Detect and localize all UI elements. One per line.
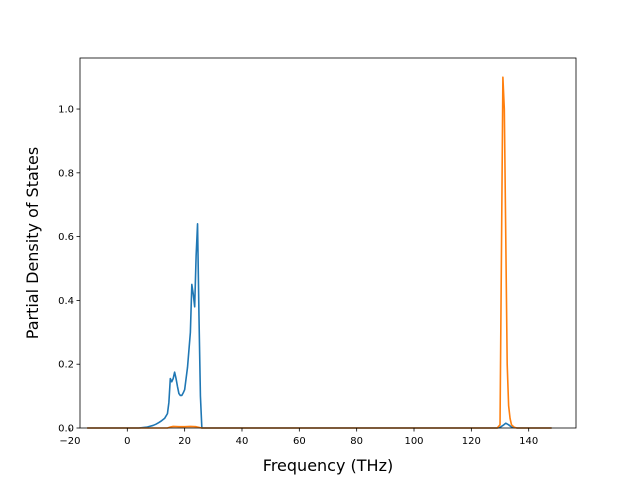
axes-background	[80, 58, 576, 428]
y-axis-label: Partial Density of States	[23, 147, 42, 339]
x-tick-label: 40	[236, 436, 249, 447]
x-tick-label: 120	[462, 436, 481, 447]
y-tick-label: 0.8	[58, 168, 74, 179]
y-tick-label: 0.0	[58, 424, 74, 435]
y-axis: 0.0 0.2 0.4 0.6 0.8 1.0	[58, 105, 80, 435]
x-axis-label: Frequency (THz)	[263, 456, 393, 475]
x-tick-label: 60	[293, 436, 306, 447]
x-tick-label: 100	[404, 436, 423, 447]
x-axis: −20 0 20 40 60 80 100 120 140	[59, 428, 538, 447]
y-tick-label: 0.2	[58, 360, 74, 371]
x-tick-label: 0	[124, 436, 130, 447]
x-tick-label: 140	[519, 436, 538, 447]
y-tick-label: 1.0	[58, 105, 74, 116]
series-line-2	[87, 76, 552, 429]
axes-frame	[79, 57, 577, 429]
x-tick-label: −20	[59, 436, 80, 447]
x-tick-label: 20	[178, 436, 191, 447]
y-tick-label: 0.4	[58, 296, 74, 307]
y-tick-label: 0.6	[58, 232, 74, 243]
x-tick-label: 80	[350, 436, 363, 447]
plot-area	[79, 57, 577, 429]
